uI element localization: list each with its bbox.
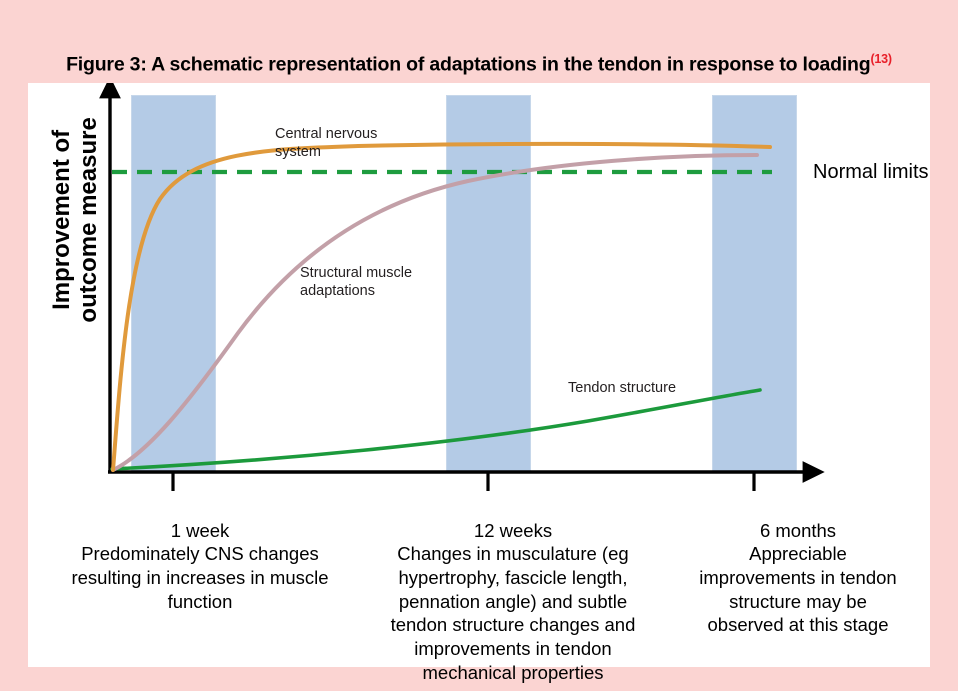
stage-caption-6-months: 6 months Appreciable improvements in tend… <box>663 495 933 637</box>
stage-caption-12-weeks: 12 weeks Changes in musculature (eg hyper… <box>358 495 668 684</box>
chart-plot-area: Improvement of outcome measure Central n… <box>28 83 930 493</box>
structural-muscle-curve <box>111 153 759 472</box>
cns-curve-label: Central nervous system <box>275 126 378 160</box>
tendon-structure-curve-label: Tendon structure <box>568 380 677 396</box>
stage-1-description: Predominately CNS changes resulting in i… <box>71 543 329 612</box>
y-axis-label: Improvement of outcome measure <box>48 117 102 323</box>
shaded-band-1-week <box>131 95 216 472</box>
stage-3-description: Appreciable improvements in tendon struc… <box>699 543 897 636</box>
figure-reference-superscript: (13) <box>870 52 892 66</box>
stage-2-description: Changes in musculature (eg hypertrophy, … <box>390 543 636 683</box>
tendon-structure-curve <box>110 388 762 471</box>
shaded-band-12-weeks <box>446 95 531 472</box>
stage-1-time: 1 week <box>170 519 230 541</box>
chart-svg <box>99 83 825 491</box>
stage-3-time: 6 months <box>759 519 837 541</box>
stage-caption-1-week: 1 week Predominately CNS changes resultin… <box>45 495 355 613</box>
stage-2-time: 12 weeks <box>473 519 553 541</box>
structural-muscle-curve-label: Structural muscle adaptations <box>300 265 413 299</box>
normal-limits-label: Normal limits <box>813 161 929 183</box>
page-title: Figure 3: A schematic representation of … <box>0 52 958 77</box>
cns-curve <box>111 141 772 472</box>
figure-title-text: Figure 3: A schematic representation of … <box>66 53 871 76</box>
figure-panel: Improvement of outcome measure Central n… <box>28 83 933 683</box>
